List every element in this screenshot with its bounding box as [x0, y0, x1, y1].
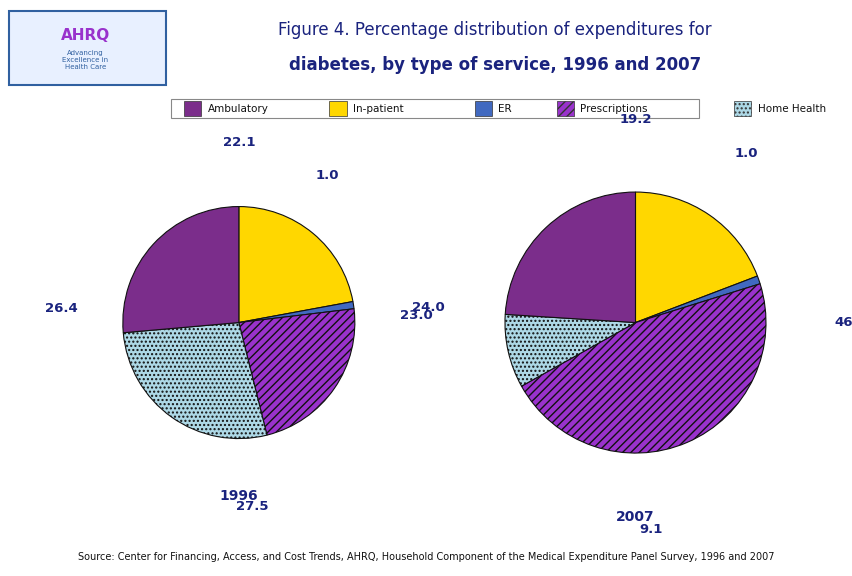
Text: ER: ER	[498, 104, 511, 113]
Text: Ambulatory: Ambulatory	[207, 104, 268, 113]
Wedge shape	[521, 284, 765, 453]
Wedge shape	[239, 207, 353, 323]
Text: 1996: 1996	[219, 489, 258, 503]
Text: 1.0: 1.0	[734, 147, 757, 160]
Text: Home Health: Home Health	[757, 104, 825, 113]
Wedge shape	[635, 276, 759, 323]
Text: 2007: 2007	[615, 510, 654, 524]
Text: diabetes, by type of service, 1996 and 2007: diabetes, by type of service, 1996 and 2…	[288, 55, 700, 74]
Text: 19.2: 19.2	[619, 113, 651, 126]
Wedge shape	[239, 302, 354, 323]
Text: 46.7: 46.7	[833, 316, 852, 329]
Wedge shape	[239, 309, 354, 435]
Text: 27.5: 27.5	[236, 501, 268, 513]
Text: AHRQ: AHRQ	[60, 28, 110, 43]
Wedge shape	[504, 192, 635, 323]
Text: Source: Center for Financing, Access, and Cost Trends, AHRQ, Household Component: Source: Center for Financing, Access, an…	[78, 552, 774, 562]
Text: 9.1: 9.1	[638, 524, 662, 536]
Wedge shape	[124, 323, 267, 438]
Text: In-patient: In-patient	[353, 104, 403, 113]
Wedge shape	[635, 192, 757, 323]
Bar	[474, 101, 492, 116]
Wedge shape	[504, 314, 635, 386]
Bar	[184, 101, 201, 116]
Bar	[556, 101, 573, 116]
Text: Prescriptions: Prescriptions	[580, 104, 648, 113]
Bar	[733, 101, 751, 116]
Text: Figure 4. Percentage distribution of expenditures for: Figure 4. Percentage distribution of exp…	[278, 21, 711, 39]
Text: 22.1: 22.1	[222, 136, 255, 149]
Wedge shape	[123, 207, 239, 333]
Bar	[329, 101, 346, 116]
Bar	[9, 11, 166, 85]
Text: 26.4: 26.4	[45, 302, 78, 316]
Text: Advancing
Excellence in
Health Care: Advancing Excellence in Health Care	[62, 51, 108, 70]
Text: 1.0: 1.0	[315, 169, 339, 181]
Text: 24.0: 24.0	[412, 301, 444, 314]
Text: 23.0: 23.0	[400, 309, 432, 322]
